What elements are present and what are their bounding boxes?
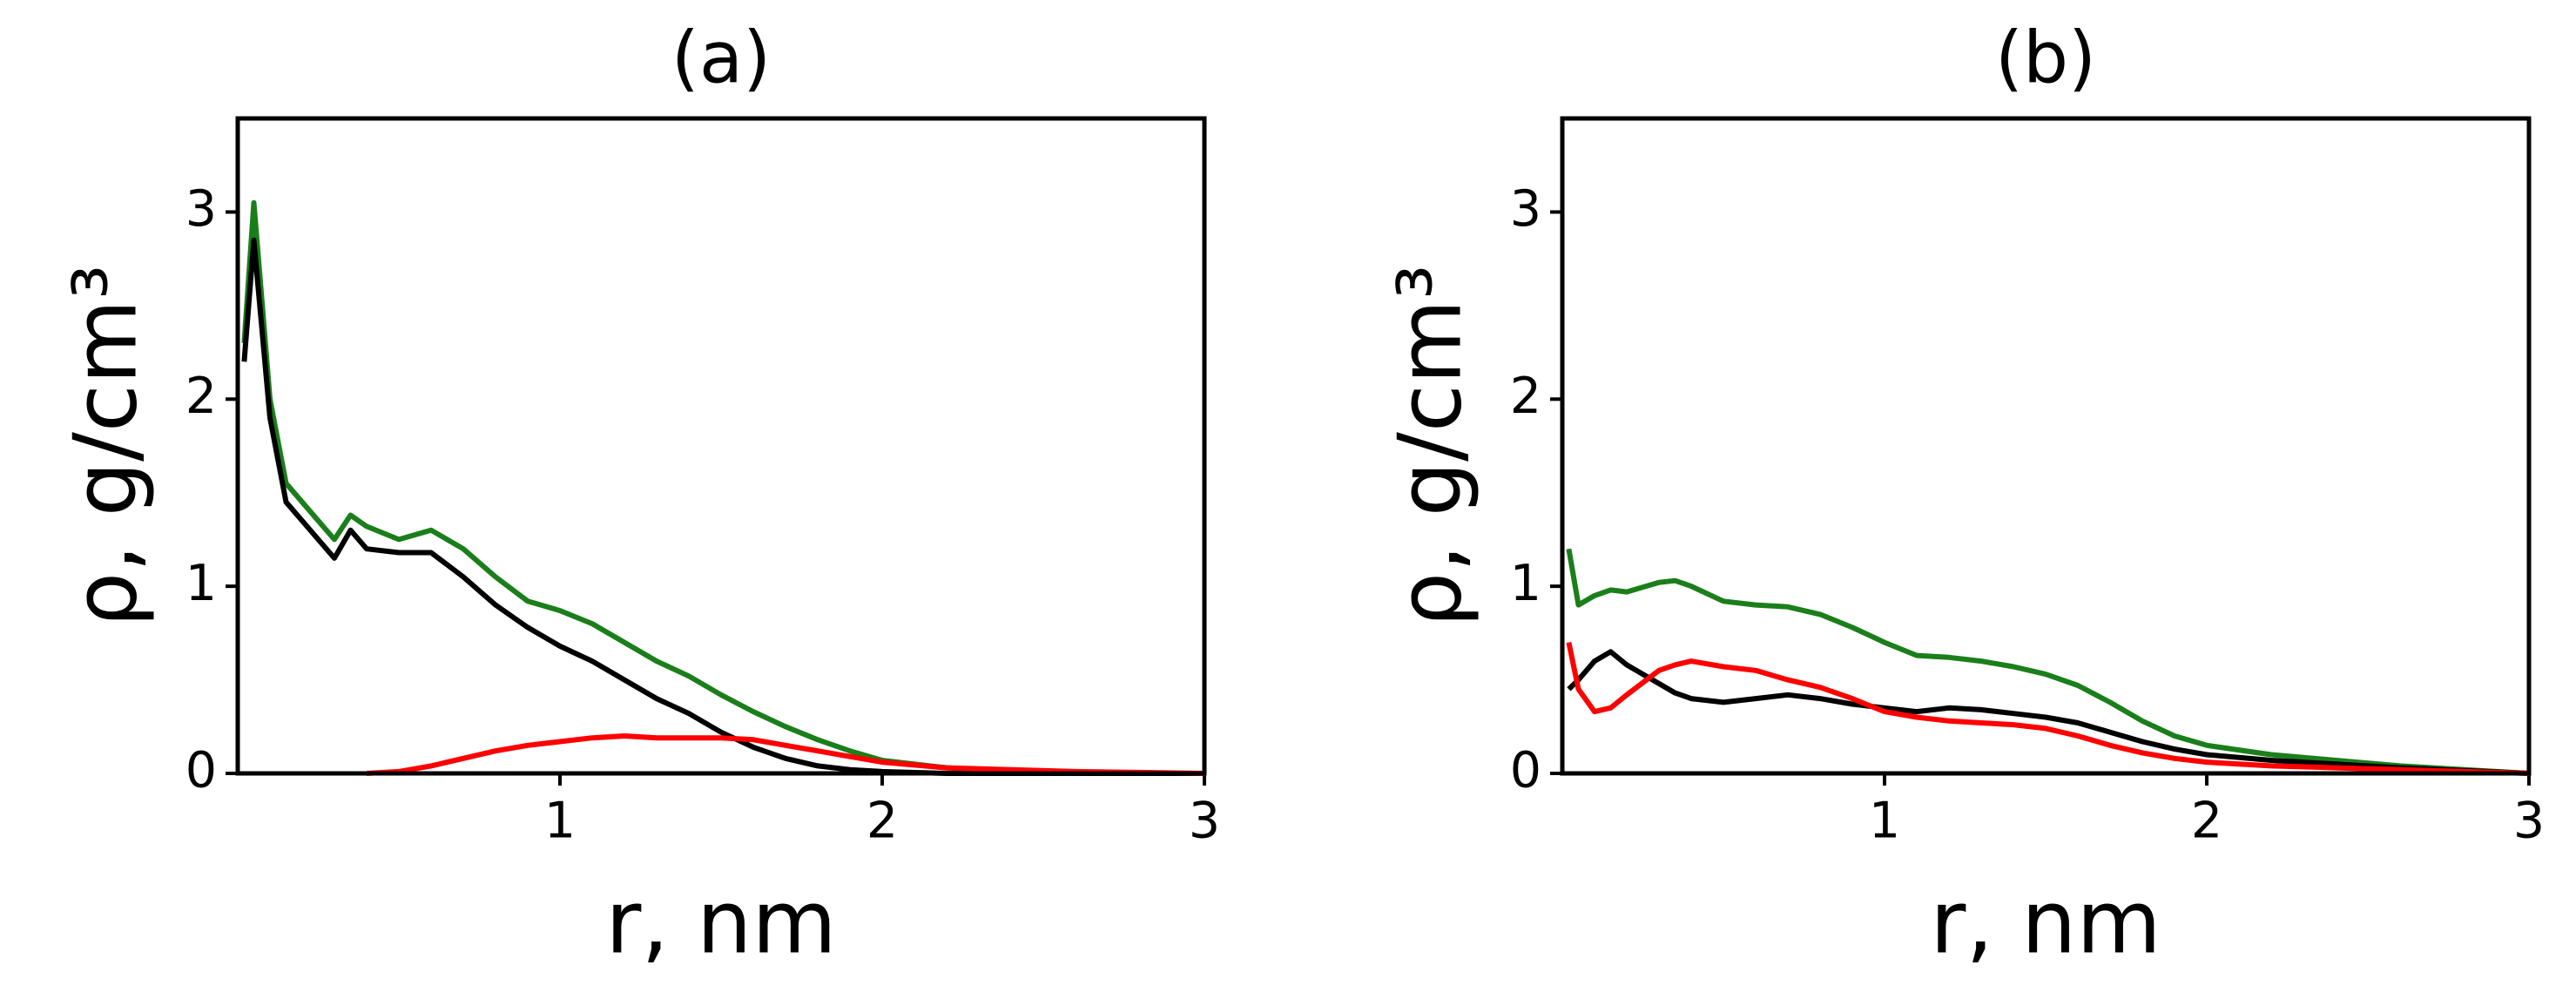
data-line xyxy=(241,237,1204,776)
chart-title: (a) xyxy=(671,17,771,99)
plot-frame xyxy=(1560,116,2532,776)
y-tick-label: 1 xyxy=(1510,555,1541,612)
y-tick-label: 2 xyxy=(185,368,217,425)
y-tick-label: 1 xyxy=(185,555,217,612)
x-tick-label: 3 xyxy=(2513,793,2545,850)
data-line xyxy=(241,199,1204,776)
y-tick-label: 0 xyxy=(185,742,217,800)
x-tick-label: 1 xyxy=(544,793,576,850)
y-axis-label: ρ, g/cm³ xyxy=(1379,265,1480,628)
data-line xyxy=(1566,548,2530,776)
x-axis-label: r, nm xyxy=(1930,871,2161,973)
y-tick-label: 3 xyxy=(185,180,217,238)
x-tick-label: 3 xyxy=(1189,793,1220,850)
x-tick-label: 1 xyxy=(1869,793,1900,850)
data-line xyxy=(1566,641,2530,776)
data-line xyxy=(1567,649,2530,776)
y-axis-label: ρ, g/cm³ xyxy=(54,265,156,628)
x-tick-label: 2 xyxy=(867,793,898,850)
chart-title: (b) xyxy=(1995,17,2096,99)
data-line xyxy=(366,733,1205,776)
y-tick-label: 2 xyxy=(1510,368,1541,425)
y-tick-label: 3 xyxy=(1510,180,1541,238)
y-tick-label: 0 xyxy=(1510,742,1541,800)
x-axis-label: r, nm xyxy=(605,871,836,973)
plot-frame xyxy=(235,116,1207,776)
x-tick-label: 2 xyxy=(2191,793,2222,850)
